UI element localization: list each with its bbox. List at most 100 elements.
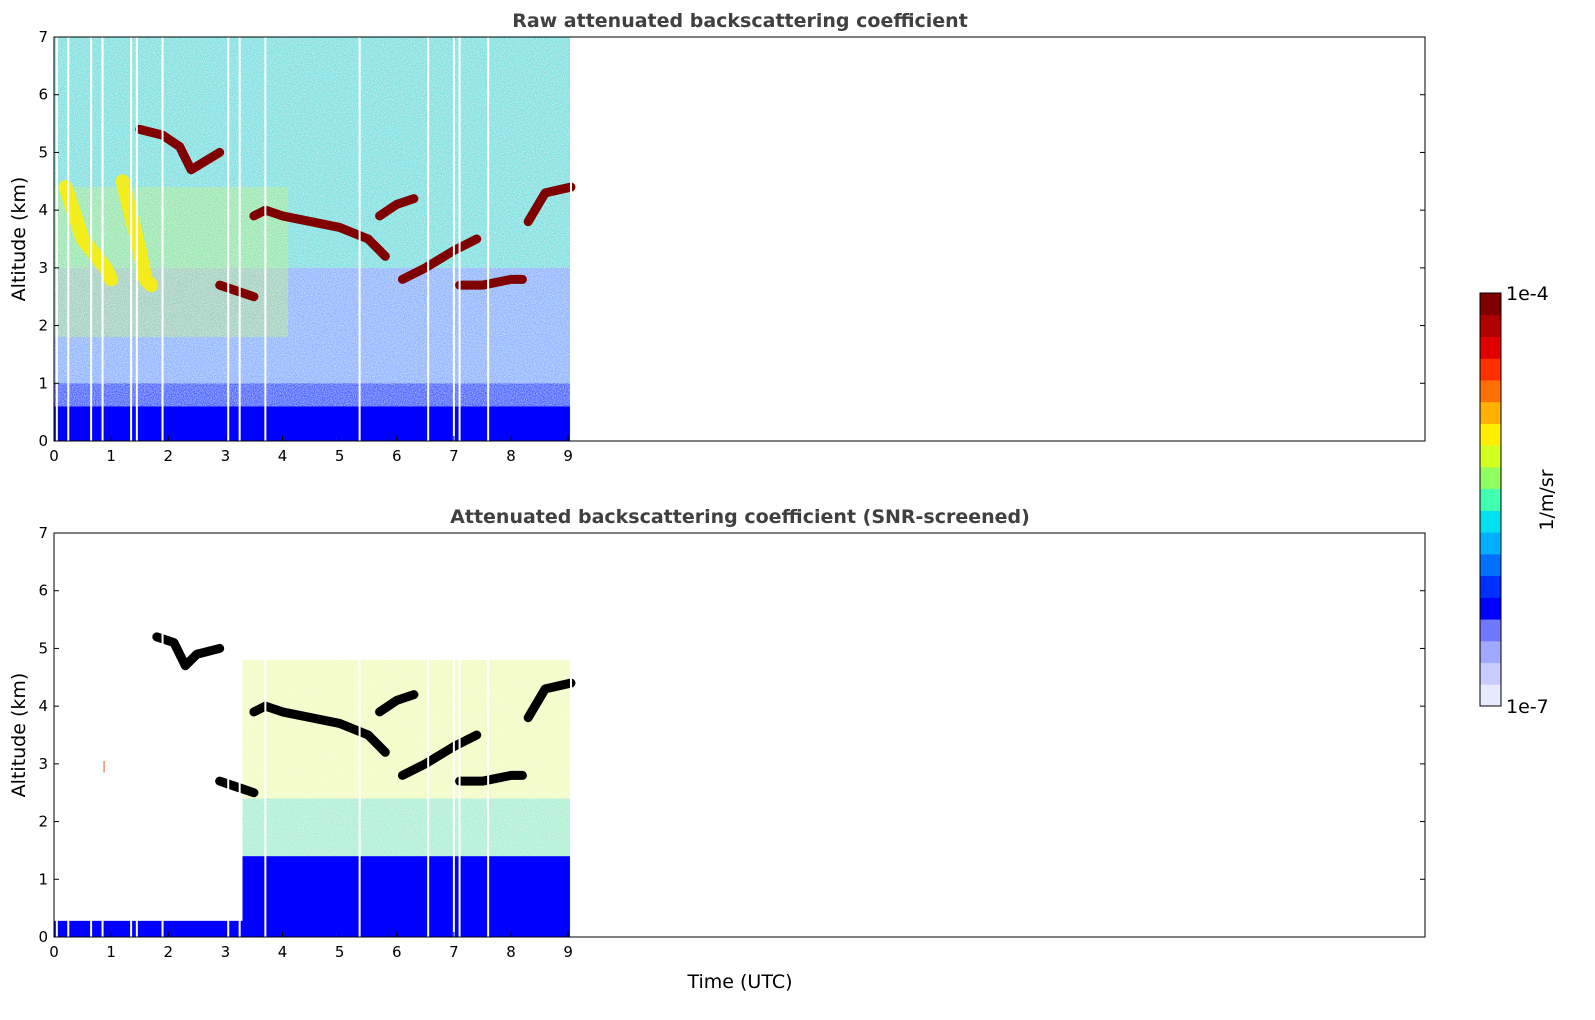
colorbar-bands xyxy=(1480,293,1501,707)
x-tick-label: 1 xyxy=(106,447,116,465)
colorbar-min-label: 1e-7 xyxy=(1506,696,1549,718)
x-tick-label: 8 xyxy=(506,943,516,961)
axes: 0 1 2 3 4 5 6 7 0 1 2 3 4 5 6 7 8 9 xyxy=(38,28,1425,465)
y-tick-label: 4 xyxy=(38,697,48,715)
plot-frame xyxy=(53,532,1426,938)
y-tick-label: 5 xyxy=(38,143,48,161)
data-gap xyxy=(427,533,430,937)
boundary-layer xyxy=(54,920,243,937)
data-gap xyxy=(135,533,138,937)
data-gap xyxy=(227,37,230,441)
x-tick-label: 6 xyxy=(392,943,402,961)
colorbar-band xyxy=(1480,619,1501,642)
y-tick-label: 4 xyxy=(38,201,48,219)
cloud-layer xyxy=(455,770,527,786)
colorbar-band xyxy=(1480,379,1501,403)
data-gap xyxy=(452,533,455,937)
panel-screened: Attenuated backscattering coefficient (S… xyxy=(8,506,1426,993)
cloud-layer xyxy=(135,124,225,175)
data-gap xyxy=(55,533,58,937)
cloud-layer xyxy=(397,234,482,284)
y-tick-label: 5 xyxy=(38,639,48,657)
boundary-layer xyxy=(54,406,571,441)
data-gap xyxy=(264,533,267,937)
data-gap xyxy=(487,533,490,937)
x-tick-label: 3 xyxy=(221,447,231,465)
y-tick-label: 6 xyxy=(38,86,48,104)
colorbar-band xyxy=(1480,684,1501,707)
panel-title: Attenuated backscattering coefficient (S… xyxy=(450,506,1030,528)
colorbar-frame xyxy=(1479,292,1502,707)
boundary-layer xyxy=(242,856,571,937)
y-tick-label: 1 xyxy=(38,870,48,888)
colorbar-band xyxy=(1480,662,1501,685)
data-gap xyxy=(67,533,70,937)
data-gap xyxy=(358,533,361,937)
colorbar-band xyxy=(1480,293,1501,316)
colorbar-band xyxy=(1480,336,1501,359)
colorbar-band xyxy=(1480,466,1501,490)
x-tick-label: 2 xyxy=(163,943,173,961)
data-gap xyxy=(67,37,70,441)
colorbar-band xyxy=(1480,445,1501,468)
x-tick-label: 4 xyxy=(278,943,288,961)
y-tick-label: 2 xyxy=(38,317,48,335)
cloud-layer xyxy=(152,632,225,671)
y-tick-label: 2 xyxy=(38,813,48,831)
colorbar-band xyxy=(1480,532,1501,555)
data-gap xyxy=(101,37,104,441)
data-gap xyxy=(264,37,267,441)
y-tick-label: 3 xyxy=(38,259,48,277)
panel-title: Raw attenuated backscattering coefficien… xyxy=(512,10,968,32)
x-tick-label: 4 xyxy=(278,447,288,465)
x-tick-label: 9 xyxy=(563,943,573,961)
x-axis-label: Time (UTC) xyxy=(686,971,792,993)
y-axis-label: Altitude (km) xyxy=(8,177,30,302)
data-gap xyxy=(227,533,230,937)
speckle-overlay xyxy=(242,659,571,857)
data-gap xyxy=(130,533,133,937)
colorbar-band xyxy=(1480,488,1501,511)
x-tick-label: 2 xyxy=(163,447,173,465)
colorbar-band xyxy=(1480,575,1501,598)
colorbar-band xyxy=(1480,401,1501,424)
cloud-layer xyxy=(215,776,259,798)
y-tick-label: 1 xyxy=(38,374,48,392)
x-tick-label: 6 xyxy=(392,447,402,465)
cloud-layer xyxy=(375,194,419,221)
x-tick-label: 7 xyxy=(449,943,459,961)
data-gap xyxy=(487,37,490,441)
data-gap xyxy=(90,37,93,441)
colorbar-max-label: 1e-4 xyxy=(1506,283,1549,305)
colorbar-unit-label: 1/m/sr xyxy=(1536,469,1558,530)
data-gap xyxy=(452,37,455,441)
colorbar-band xyxy=(1480,640,1501,664)
data-gap xyxy=(55,37,58,441)
x-tick-label: 3 xyxy=(221,943,231,961)
y-tick-label: 3 xyxy=(38,755,48,773)
colorbar: 1e-4 1e-7 1/m/sr xyxy=(1479,283,1558,718)
heatmap-data xyxy=(54,37,576,441)
data-gap xyxy=(161,533,164,937)
heatmap-data xyxy=(54,533,576,937)
colorbar-band xyxy=(1480,553,1501,577)
axes: 0 1 2 3 4 5 6 7 0 1 2 3 4 5 6 7 8 9 xyxy=(38,524,1425,961)
x-tick-label: 8 xyxy=(506,447,516,465)
y-tick-label: 0 xyxy=(38,432,48,450)
data-gap xyxy=(427,37,430,441)
cloud-layer xyxy=(397,730,482,780)
data-gap xyxy=(569,37,572,441)
colorbar-band xyxy=(1480,423,1501,446)
colorbar-band xyxy=(1480,510,1501,533)
cloud-layer xyxy=(523,182,576,227)
colorbar-band xyxy=(1480,314,1501,337)
x-tick-label: 5 xyxy=(335,943,345,961)
panel-raw: Raw attenuated backscattering coefficien… xyxy=(8,10,1426,465)
data-gap xyxy=(238,533,241,937)
data-gap xyxy=(458,533,461,937)
x-tick-label: 9 xyxy=(563,447,573,465)
data-gap xyxy=(161,37,164,441)
data-gap xyxy=(458,37,461,441)
plot-frame xyxy=(53,36,1426,442)
